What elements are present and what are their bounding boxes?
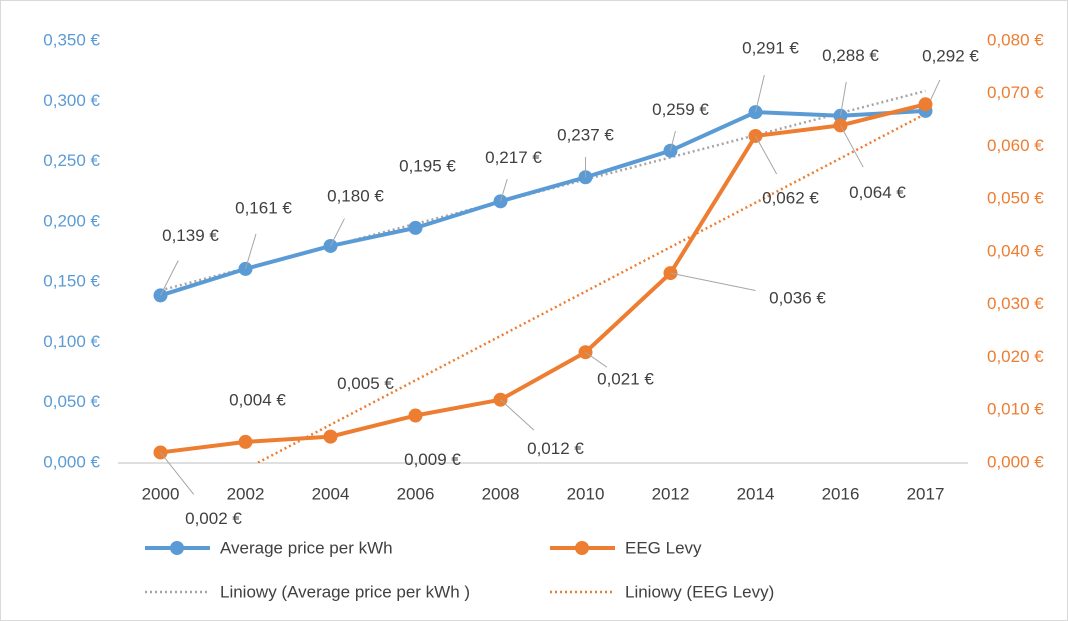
data-label: 0,237 € xyxy=(557,126,614,145)
y2-tick-label: 0,050 € xyxy=(987,189,1044,208)
data-label: 0,288 € xyxy=(822,46,879,65)
x-tick-label: 2014 xyxy=(737,484,775,503)
data-label: 0,195 € xyxy=(399,156,456,175)
leader-line xyxy=(755,74,765,113)
leader-line xyxy=(670,272,756,291)
data-point xyxy=(833,118,848,133)
data-label: 0,004 € xyxy=(229,390,286,409)
data-label: 0,292 € xyxy=(922,46,979,65)
x-tick-label: 2012 xyxy=(652,484,690,503)
leader-line xyxy=(840,125,864,168)
leader-line xyxy=(160,452,195,495)
y-tick-label: 0,050 € xyxy=(43,392,100,411)
x-tick-label: 2010 xyxy=(567,484,605,503)
data-label: 0,217 € xyxy=(485,148,542,167)
x-tick-label: 2000 xyxy=(142,484,180,503)
leader-line xyxy=(245,233,257,270)
y2-tick-label: 0,060 € xyxy=(987,136,1044,155)
x-tick-label: 2004 xyxy=(312,484,350,503)
leader-line xyxy=(670,130,676,151)
legend-marker xyxy=(170,541,184,555)
legend-label: Liniowy (Average price per kWh ) xyxy=(220,582,470,601)
data-point xyxy=(408,220,423,235)
data-label: 0,036 € xyxy=(769,289,826,308)
series-line xyxy=(159,108,926,298)
data-label: 0,012 € xyxy=(527,439,584,458)
x-tick-label: 2016 xyxy=(822,484,860,503)
leader-line xyxy=(160,260,179,296)
data-label: 0,259 € xyxy=(652,100,709,119)
y-tick-label: 0,100 € xyxy=(43,332,100,351)
series-line xyxy=(160,102,926,455)
legend-label: Average price per kWh xyxy=(220,538,393,557)
data-label: 0,180 € xyxy=(327,186,384,205)
data-point xyxy=(408,408,423,423)
trendline xyxy=(254,112,927,463)
y2-tick-label: 0,020 € xyxy=(987,347,1044,366)
y2-tick-label: 0,010 € xyxy=(987,400,1044,419)
data-label: 0,062 € xyxy=(762,188,819,207)
data-label: 0,291 € xyxy=(742,39,799,58)
data-point xyxy=(323,429,338,444)
y2-tick-label: 0,080 € xyxy=(987,30,1044,49)
y-tick-label: 0,250 € xyxy=(43,151,100,170)
leader-line xyxy=(500,399,535,431)
leader-line xyxy=(755,135,778,175)
y-tick-label: 0,200 € xyxy=(43,211,100,230)
x-tick-label: 2006 xyxy=(397,484,435,503)
data-point xyxy=(238,434,253,449)
y-tick-label: 0,150 € xyxy=(43,272,100,291)
data-label: 0,161 € xyxy=(235,198,292,217)
y2-tick-label: 0,040 € xyxy=(987,241,1044,260)
data-label: 0,009 € xyxy=(404,450,461,469)
data-label: 0,139 € xyxy=(162,226,219,245)
leader-line xyxy=(500,179,508,202)
x-tick-label: 2002 xyxy=(227,484,265,503)
y-tick-label: 0,350 € xyxy=(43,30,100,49)
data-label: 0,002 € xyxy=(185,509,242,528)
legend-label: Liniowy (EEG Levy) xyxy=(625,582,774,601)
data-label: 0,064 € xyxy=(849,183,906,202)
y-tick-label: 0,000 € xyxy=(43,452,100,471)
y2-tick-label: 0,030 € xyxy=(987,294,1044,313)
x-tick-label: 2008 xyxy=(482,484,520,503)
y2-tick-label: 0,070 € xyxy=(987,83,1044,102)
data-label: 0,005 € xyxy=(337,374,394,393)
legend-marker xyxy=(575,541,589,555)
leader-line xyxy=(585,351,608,368)
leader-line xyxy=(840,81,847,116)
data-point xyxy=(918,97,933,112)
y2-tick-label: 0,000 € xyxy=(987,452,1044,471)
leader-line xyxy=(330,218,345,247)
legend-label: EEG Levy xyxy=(625,538,702,557)
x-tick-label: 2017 xyxy=(907,484,945,503)
data-label: 0,021 € xyxy=(597,370,654,389)
y-tick-label: 0,300 € xyxy=(43,91,100,110)
